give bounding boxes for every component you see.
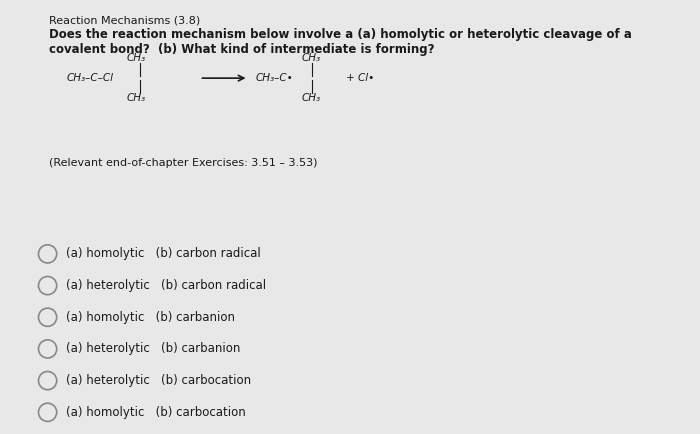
Text: CH₃–C–Cl: CH₃–C–Cl [66, 73, 113, 83]
Text: + Cl•: + Cl• [346, 73, 374, 83]
Text: CH₃: CH₃ [127, 53, 146, 63]
Text: covalent bond?  (b) What kind of intermediate is forming?: covalent bond? (b) What kind of intermed… [49, 43, 435, 56]
Text: (a) homolytic   (b) carbocation: (a) homolytic (b) carbocation [66, 406, 246, 419]
Text: (a) heterolytic   (b) carbon radical: (a) heterolytic (b) carbon radical [66, 279, 267, 292]
Text: (Relevant end-of-chapter Exercises: 3.51 – 3.53): (Relevant end-of-chapter Exercises: 3.51… [49, 158, 318, 168]
Text: CH₃: CH₃ [302, 53, 321, 63]
Text: Does the reaction mechanism below involve a (a) homolytic or heterolytic cleavag: Does the reaction mechanism below involv… [49, 28, 632, 41]
Text: CH₃: CH₃ [127, 93, 146, 103]
Text: (a) heterolytic   (b) carbanion: (a) heterolytic (b) carbanion [66, 342, 241, 355]
Text: CH₃–C•: CH₃–C• [256, 73, 293, 83]
Text: (a) homolytic   (b) carbanion: (a) homolytic (b) carbanion [66, 311, 235, 324]
Text: CH₃: CH₃ [302, 93, 321, 103]
Text: (a) heterolytic   (b) carbocation: (a) heterolytic (b) carbocation [66, 374, 251, 387]
Text: Reaction Mechanisms (3.8): Reaction Mechanisms (3.8) [49, 15, 200, 25]
Text: (a) homolytic   (b) carbon radical: (a) homolytic (b) carbon radical [66, 247, 261, 260]
